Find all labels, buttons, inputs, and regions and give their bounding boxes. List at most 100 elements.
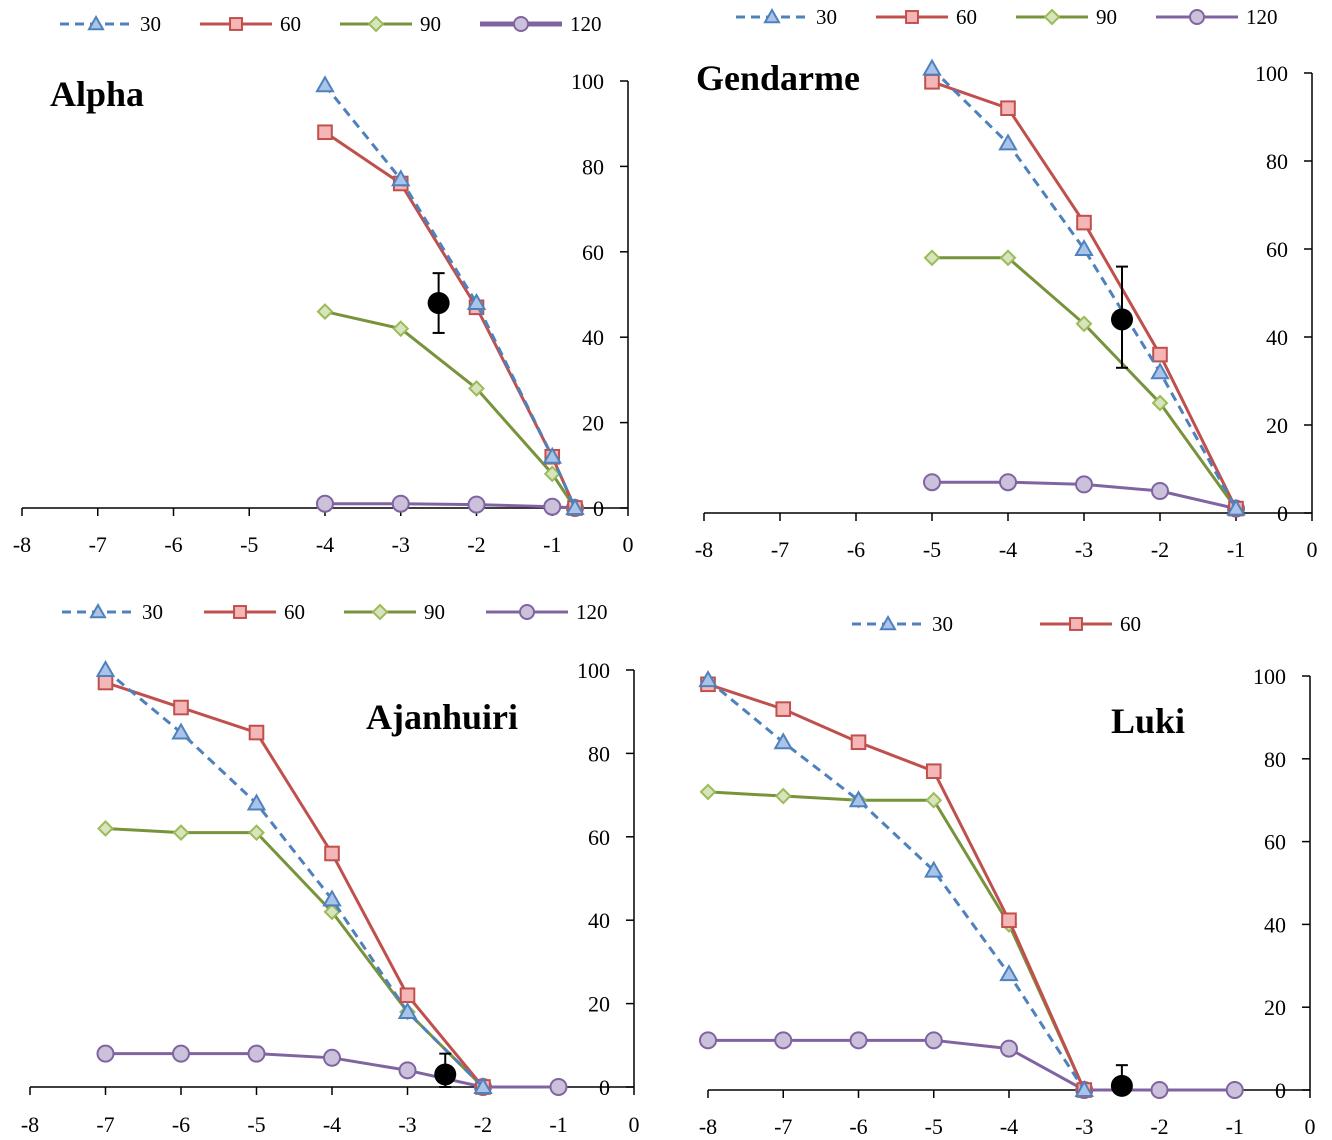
reference-point bbox=[1110, 1074, 1133, 1097]
series-90-point bbox=[774, 787, 792, 805]
series-30-point bbox=[1226, 498, 1246, 516]
legend-item-120: 120 bbox=[486, 600, 608, 624]
x-tick-label: -7 bbox=[89, 532, 107, 557]
panel-ajanhuiri: -8 -7 -6 -5 -4 -3 -2 -1 0 100 80 60 40 20 0 Ajanhuiri 30… bbox=[21, 600, 640, 1137]
series-30-point bbox=[397, 1001, 418, 1019]
x-tick-label: -2 bbox=[467, 532, 485, 557]
x-tick-label: -5 bbox=[240, 532, 258, 557]
series-60-point bbox=[248, 724, 265, 741]
series-120-point bbox=[96, 1044, 115, 1063]
series-120-point bbox=[467, 495, 486, 514]
legend-marker-90 bbox=[1043, 8, 1061, 26]
x-tick-label: -3 bbox=[1075, 537, 1093, 562]
legend-label: 60 bbox=[284, 600, 305, 624]
series-60-point bbox=[173, 699, 189, 716]
x-tick-label: -5 bbox=[925, 1114, 943, 1139]
series-60-point bbox=[317, 124, 333, 141]
legend-marker-60 bbox=[905, 10, 919, 24]
series-30-point bbox=[773, 732, 793, 750]
series-60-point bbox=[97, 674, 114, 691]
legend-marker-120 bbox=[519, 604, 535, 620]
x-tick-label: -2 bbox=[1151, 537, 1169, 562]
y-tick-label: 80 bbox=[1264, 747, 1286, 772]
series-30-point bbox=[473, 1076, 493, 1094]
panel-gendarme: -8 -7 -6 -5 -4 -3 -2 -1 0 100 80 60 40 20 0 Gendarme 30 6… bbox=[695, 5, 1318, 562]
y-tick-label: 80 bbox=[1266, 149, 1288, 174]
series-120-point bbox=[923, 473, 941, 492]
x-tick-label: -4 bbox=[1000, 1114, 1018, 1139]
legend-item-60: 60 bbox=[876, 5, 977, 29]
x-tick-label: 0 bbox=[1307, 537, 1318, 562]
x-tick-label: -1 bbox=[549, 1112, 567, 1137]
y-tick-label: 100 bbox=[577, 658, 610, 683]
y-tick-label: 100 bbox=[1255, 61, 1288, 86]
y-tick-label: 80 bbox=[582, 154, 604, 179]
series-120-point bbox=[849, 1031, 868, 1050]
series-60-point bbox=[1152, 346, 1168, 363]
series-30-point bbox=[999, 964, 1019, 982]
legend-item-90: 90 bbox=[344, 600, 445, 624]
y-tick-label: 60 bbox=[1264, 830, 1286, 855]
y-tick-label: 40 bbox=[1264, 912, 1286, 937]
series-line-30 bbox=[104, 668, 485, 1089]
x-tick-label: -4 bbox=[323, 1112, 341, 1137]
legend-label: 90 bbox=[424, 600, 445, 624]
series-30-point bbox=[1074, 238, 1094, 256]
series-60-point bbox=[775, 701, 792, 717]
series-line-60 bbox=[105, 681, 485, 1088]
series-90-point bbox=[316, 303, 334, 320]
series-90-point bbox=[923, 249, 941, 267]
x-tick-label: -8 bbox=[699, 1114, 717, 1139]
series-90-point bbox=[468, 380, 485, 397]
series-30-point bbox=[1150, 362, 1170, 380]
x-tick-label: 0 bbox=[1305, 1114, 1316, 1139]
legend-label: 30 bbox=[140, 12, 161, 36]
series-90-point bbox=[699, 783, 717, 801]
x-tick-label: -6 bbox=[849, 1114, 867, 1139]
x-tick-label: 0 bbox=[629, 1112, 640, 1137]
legend-item-30: 30 bbox=[852, 612, 953, 636]
legend-marker-30 bbox=[763, 7, 781, 24]
series-line-60 bbox=[707, 682, 1086, 1091]
reference-point bbox=[1111, 308, 1133, 331]
series-30-point bbox=[698, 670, 718, 688]
y-tick-label: 0 bbox=[599, 1075, 610, 1100]
series-30-point bbox=[466, 293, 487, 311]
panel-title: Luki bbox=[1111, 701, 1185, 741]
series-120-point bbox=[172, 1044, 190, 1063]
x-tick-label: -5 bbox=[247, 1112, 265, 1137]
series-30-point bbox=[391, 169, 411, 187]
panel-alpha: -8 -7 -6 -5 -4 -3 -2 -1 0 100 80 60 40 20 0 Alpha 30 60 90… bbox=[13, 12, 634, 557]
legend-marker-30 bbox=[87, 14, 105, 31]
series-30-point bbox=[246, 793, 267, 811]
series-30-point bbox=[322, 889, 342, 907]
reference-point bbox=[434, 1063, 457, 1086]
series-line-120 bbox=[708, 1038, 1235, 1092]
x-tick-label: -1 bbox=[543, 532, 561, 557]
series-120-point bbox=[543, 497, 562, 516]
series-120-point bbox=[924, 1031, 943, 1050]
legend-marker-60 bbox=[1069, 617, 1083, 631]
x-tick-label: -2 bbox=[1150, 1114, 1168, 1139]
legend-marker-120 bbox=[1189, 9, 1205, 25]
y-tick-label: 20 bbox=[582, 411, 604, 436]
legend-label: 60 bbox=[956, 5, 977, 29]
legend-label: 30 bbox=[816, 5, 837, 29]
legend-label: 120 bbox=[576, 600, 608, 624]
x-tick-label: -3 bbox=[398, 1112, 416, 1137]
series-120-point bbox=[774, 1031, 793, 1050]
series-120-point bbox=[1075, 475, 1093, 494]
y-tick-label: 20 bbox=[1266, 413, 1288, 438]
legend-marker-90 bbox=[367, 15, 385, 33]
series-30-point bbox=[542, 446, 562, 464]
legend-label: 90 bbox=[420, 12, 441, 36]
legend-label: 30 bbox=[932, 612, 953, 636]
series-60-point bbox=[1001, 912, 1017, 929]
y-tick-label: 40 bbox=[1266, 325, 1288, 350]
legend-marker-90 bbox=[371, 603, 389, 621]
x-tick-label: -6 bbox=[164, 532, 182, 557]
x-tick-label: -7 bbox=[771, 537, 789, 562]
x-tick-label: -3 bbox=[392, 532, 410, 557]
series-90-point bbox=[248, 824, 265, 842]
